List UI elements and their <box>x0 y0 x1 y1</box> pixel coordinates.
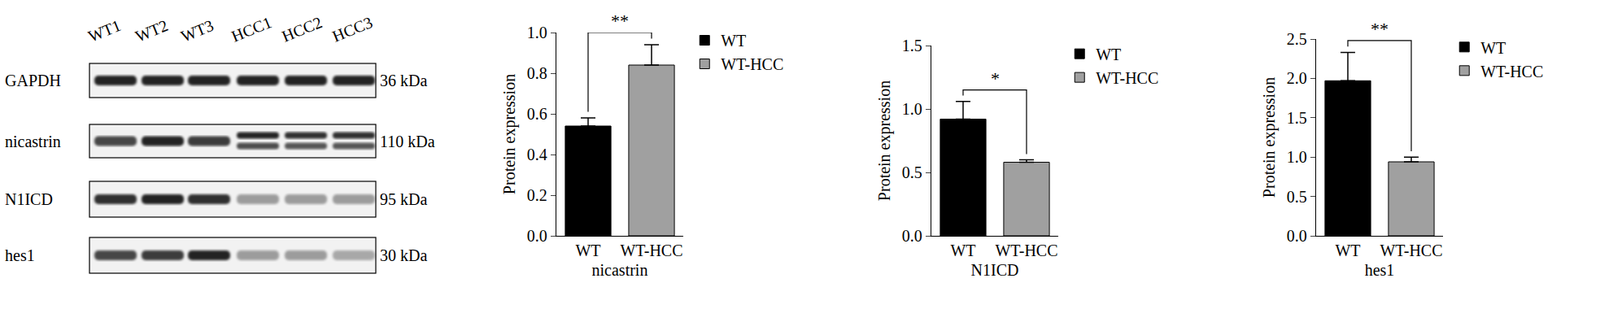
svg-text:WT2: WT2 <box>132 16 171 46</box>
svg-text:WT3: WT3 <box>178 16 216 46</box>
svg-text:1.0: 1.0 <box>527 23 548 42</box>
svg-text:GAPDH: GAPDH <box>4 71 62 90</box>
svg-text:WT: WT <box>1334 241 1361 260</box>
svg-text:WT: WT <box>1095 45 1121 64</box>
svg-text:Protein expression: Protein expression <box>1259 77 1279 198</box>
svg-text:WT-HCC: WT-HCC <box>619 241 683 260</box>
svg-text:110 kDa: 110 kDa <box>379 132 436 151</box>
svg-text:0.8: 0.8 <box>527 64 548 83</box>
svg-text:HCC2: HCC2 <box>279 13 325 46</box>
svg-text:WT: WT <box>575 241 601 260</box>
svg-text:*: * <box>990 68 1000 89</box>
svg-text:hes1: hes1 <box>1364 261 1396 280</box>
svg-text:0.5: 0.5 <box>902 163 923 182</box>
svg-text:Protein expression: Protein expression <box>875 80 894 201</box>
svg-text:hes1: hes1 <box>4 246 35 265</box>
svg-text:WT: WT <box>950 241 976 260</box>
svg-text:WT-HCC: WT-HCC <box>1095 69 1159 88</box>
svg-text:nicastrin: nicastrin <box>592 261 649 280</box>
svg-text:WT-HCC: WT-HCC <box>1379 241 1443 260</box>
svg-text:nicastrin: nicastrin <box>4 132 62 151</box>
svg-text:2.0: 2.0 <box>1286 69 1308 88</box>
svg-text:0.0: 0.0 <box>902 226 923 245</box>
svg-text:36 kDa: 36 kDa <box>379 71 428 90</box>
svg-text:**: ** <box>610 10 629 31</box>
svg-text:WT1: WT1 <box>85 16 123 46</box>
svg-text:WT-HCC: WT-HCC <box>720 55 784 74</box>
svg-text:1.5: 1.5 <box>902 36 923 55</box>
svg-text:**: ** <box>1370 18 1389 40</box>
svg-text:1.0: 1.0 <box>902 100 923 118</box>
svg-text:0.5: 0.5 <box>1286 187 1308 206</box>
svg-text:HCC3: HCC3 <box>329 13 375 46</box>
svg-text:0.4: 0.4 <box>527 145 548 164</box>
svg-text:2.5: 2.5 <box>1286 30 1308 48</box>
svg-text:N1ICD: N1ICD <box>4 190 53 209</box>
svg-text:0.0: 0.0 <box>1286 226 1308 245</box>
svg-text:0.6: 0.6 <box>527 104 548 123</box>
svg-text:0.0: 0.0 <box>527 226 548 245</box>
svg-text:95 kDa: 95 kDa <box>379 190 428 209</box>
svg-text:1.0: 1.0 <box>1286 148 1308 166</box>
svg-text:1.5: 1.5 <box>1286 108 1308 127</box>
svg-text:WT-HCC: WT-HCC <box>994 241 1058 260</box>
svg-text:WT: WT <box>1480 39 1506 57</box>
svg-text:HCC1: HCC1 <box>228 13 275 46</box>
svg-text:N1ICD: N1ICD <box>971 261 1020 280</box>
svg-text:0.2: 0.2 <box>527 186 548 205</box>
svg-text:30 kDa: 30 kDa <box>379 246 428 265</box>
svg-text:WT-HCC: WT-HCC <box>1480 62 1544 81</box>
svg-text:WT: WT <box>720 31 746 50</box>
svg-text:Protein expression: Protein expression <box>500 74 519 195</box>
